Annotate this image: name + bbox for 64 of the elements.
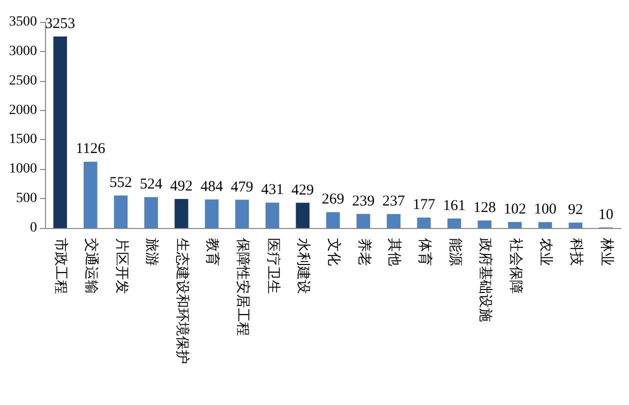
x-tick-label: 社会保障 [507,238,524,294]
data-label: 239 [352,193,375,210]
x-tick-label: 市政工程 [52,238,69,294]
bar [538,222,552,228]
data-label: 3253 [45,16,76,32]
x-tick-label: 医疗卫生 [264,238,281,294]
x-tick-label: 交通运输 [82,238,99,294]
data-label: 100 [534,202,556,218]
x-tick-label: 文化 [326,238,342,266]
x-tick-label: 生态建设和环境保护 [174,238,190,364]
data-label: 161 [443,198,466,214]
x-tick-label: 林业 [598,237,614,266]
bar [447,218,462,228]
y-tick-label: 3500 [9,14,37,30]
bar [266,202,280,228]
bar [84,162,98,228]
x-tick-label: 科技 [568,238,584,266]
y-tick-label: 0 [30,220,37,236]
data-label: 237 [382,194,406,210]
y-tick-label: 1000 [9,162,37,177]
data-label: 269 [322,192,344,208]
x-tick-label: 旅游 [144,238,160,266]
bar [174,199,188,228]
bar [417,218,431,228]
data-label: 92 [568,202,584,218]
y-tick-label: 500 [16,191,37,206]
x-tick-label: 保障性安居工程 [234,238,251,336]
y-tick-label: 3000 [9,44,37,59]
data-label: 10 [598,206,614,223]
data-label: 524 [140,176,163,193]
y-tick-label: 2500 [9,73,37,88]
data-label: 177 [412,197,436,214]
x-tick-label: 水利建设 [295,238,312,294]
bar [144,197,158,228]
x-tick-label: 其他 [386,238,402,266]
bar [296,202,310,228]
data-label: 128 [473,200,496,216]
data-label: 552 [110,175,132,192]
y-tick-label: 2000 [9,102,37,118]
x-tick-label: 片区开发 [113,238,130,294]
data-label: 429 [291,182,314,198]
bar [478,220,492,228]
bar [356,214,370,228]
bar [326,212,340,228]
data-label: 479 [230,179,254,196]
x-tick-label: 教育 [204,238,222,266]
x-tick-label: 养老 [356,238,372,266]
data-label: 1126 [76,141,106,158]
data-label: 102 [504,201,526,218]
data-label: 431 [261,182,284,198]
x-tick-label: 能源 [446,238,463,266]
x-tick-label: 体育 [416,238,434,266]
data-label: 492 [170,178,193,195]
bar [568,222,582,228]
bar [204,200,219,228]
bar [386,214,400,228]
bar [53,36,67,228]
y-tick-label: 1500 [9,132,37,148]
bar [114,196,128,228]
x-tick-label: 政府基础设施 [477,238,494,322]
data-label: 484 [200,179,224,196]
bar [508,222,522,228]
bar [235,200,249,228]
x-tick-label: 农业 [538,238,554,266]
